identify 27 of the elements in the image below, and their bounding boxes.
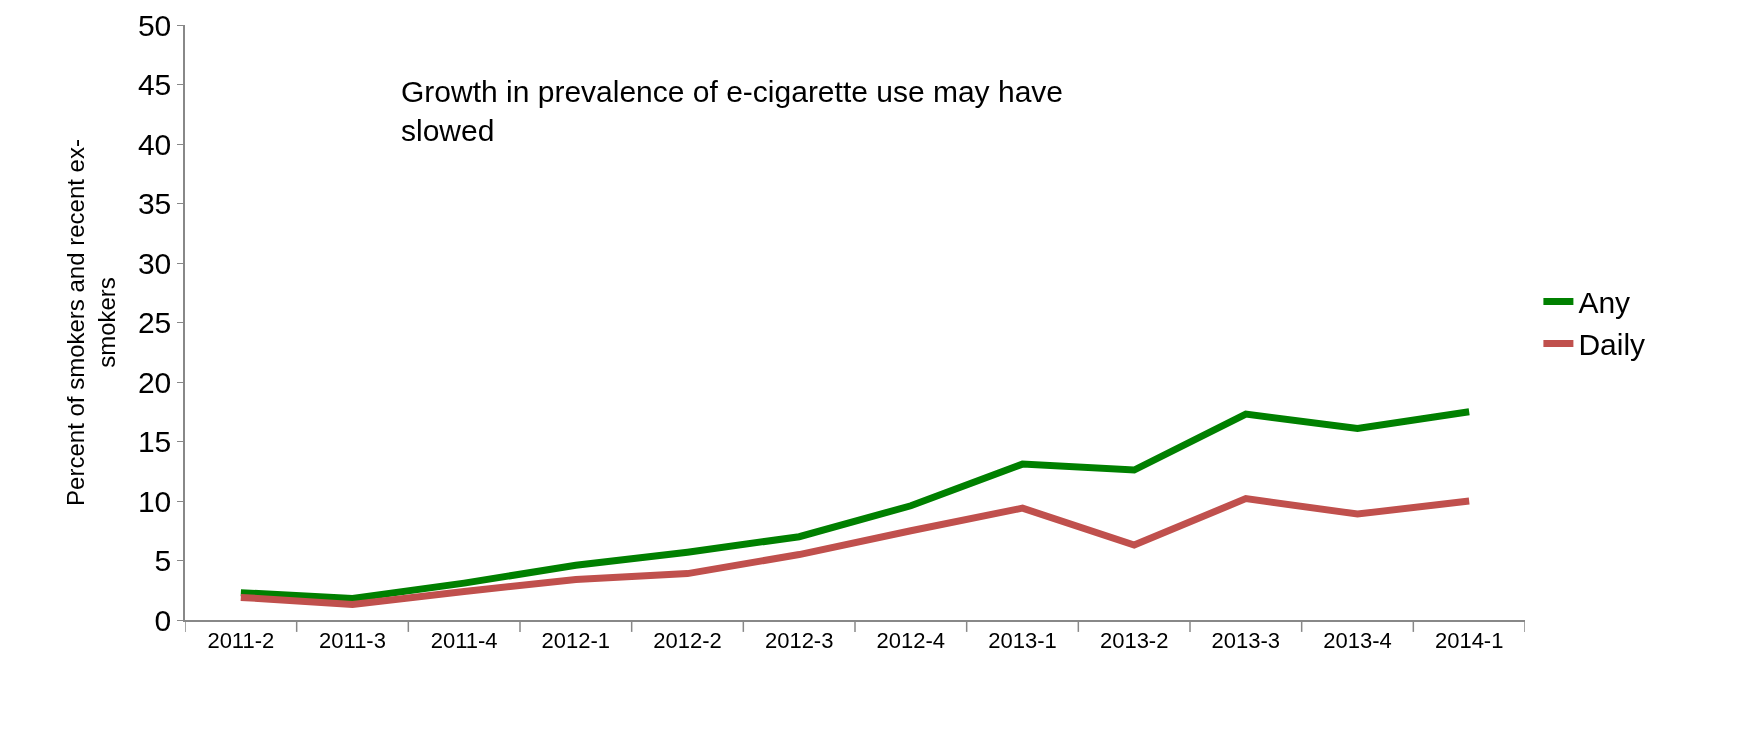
y-tick-label: 45 (137, 68, 172, 101)
x-tick-label: 2012-1 (541, 628, 611, 654)
y-tick-label: 15 (137, 425, 172, 458)
x-tick-label: 2013-4 (1323, 628, 1392, 654)
x-tick-label: 2014-1 (1434, 628, 1504, 654)
y-tick-label: 25 (137, 306, 172, 339)
y-tick-label: 40 (137, 127, 172, 161)
x-tick-label: 2011-2 (207, 628, 275, 654)
x-tick-label: 2011-3 (319, 628, 386, 654)
y-tick-label: 30 (137, 246, 172, 280)
y-tick-label: 10 (137, 484, 172, 518)
y-tick-label: 0 (154, 603, 172, 637)
x-tick-label: 2013-3 (1211, 628, 1281, 654)
y-tick-label: 5 (154, 544, 172, 577)
legend-label: Daily (1578, 328, 1646, 362)
y-tick-label: 35 (137, 187, 172, 220)
legend-label: Any (1578, 286, 1631, 320)
annotation: Growth in prevalence of e-cigarette use may have slowed (401, 75, 1064, 147)
x-tick-label: 2011-4 (430, 628, 498, 654)
x-tick-label: 2012-4 (876, 628, 946, 654)
x-tick-label: 2013-2 (1099, 628, 1169, 654)
y-axis-title: Percent of smokers and recent ex-smokers (62, 139, 121, 506)
x-tick-label: 2012-3 (764, 628, 834, 654)
y-tick-label: 20 (137, 365, 172, 399)
x-tick-label: 2013-1 (988, 628, 1057, 654)
y-tick-label: 50 (137, 8, 172, 42)
x-tick-label: 2012-2 (653, 628, 722, 654)
